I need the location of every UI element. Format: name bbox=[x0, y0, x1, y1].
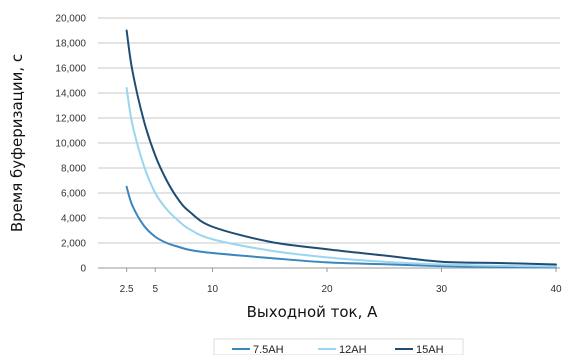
legend-label: 15AH bbox=[416, 344, 444, 355]
y-tick-label: 12,000 bbox=[55, 114, 86, 125]
legend-label: 7.5AH bbox=[253, 344, 284, 355]
series-line-12ah bbox=[127, 88, 556, 267]
x-tick-label: 5 bbox=[152, 284, 158, 295]
x-axis-title: Выходной ток, А bbox=[247, 303, 379, 321]
y-axis-title: Время буферизации, с bbox=[8, 54, 26, 232]
x-tick-label: 30 bbox=[436, 284, 448, 295]
y-axis-tick-labels: 0 2,000 4,000 6,000 8,000 10,000 12,000 14,000 1… bbox=[55, 14, 86, 275]
y-tick-label: 0 bbox=[80, 264, 86, 275]
y-tick-label: 2,000 bbox=[61, 239, 86, 250]
y-tick-label: 4,000 bbox=[61, 214, 86, 225]
y-tick-label: 16,000 bbox=[55, 64, 86, 75]
y-tick-label: 10,000 bbox=[55, 139, 86, 150]
y-tick-label: 8,000 bbox=[61, 164, 86, 175]
series-lines bbox=[127, 31, 556, 268]
x-tick-label: 20 bbox=[321, 284, 333, 295]
y-tick-label: 14,000 bbox=[55, 89, 86, 100]
x-axis-tick-labels: 2.5 5 10 20 30 40 bbox=[120, 268, 562, 295]
x-tick-label: 10 bbox=[207, 284, 219, 295]
series-line-7-5ah bbox=[127, 187, 556, 268]
legend: 7.5AH 12AH 15AH bbox=[214, 339, 463, 355]
x-tick-label: 2.5 bbox=[120, 284, 134, 295]
y-tick-label: 20,000 bbox=[55, 14, 86, 25]
y-tick-label: 18,000 bbox=[55, 39, 86, 50]
x-tick-label: 40 bbox=[550, 284, 562, 295]
y-tick-label: 6,000 bbox=[61, 189, 86, 200]
legend-label: 12AH bbox=[339, 344, 367, 355]
